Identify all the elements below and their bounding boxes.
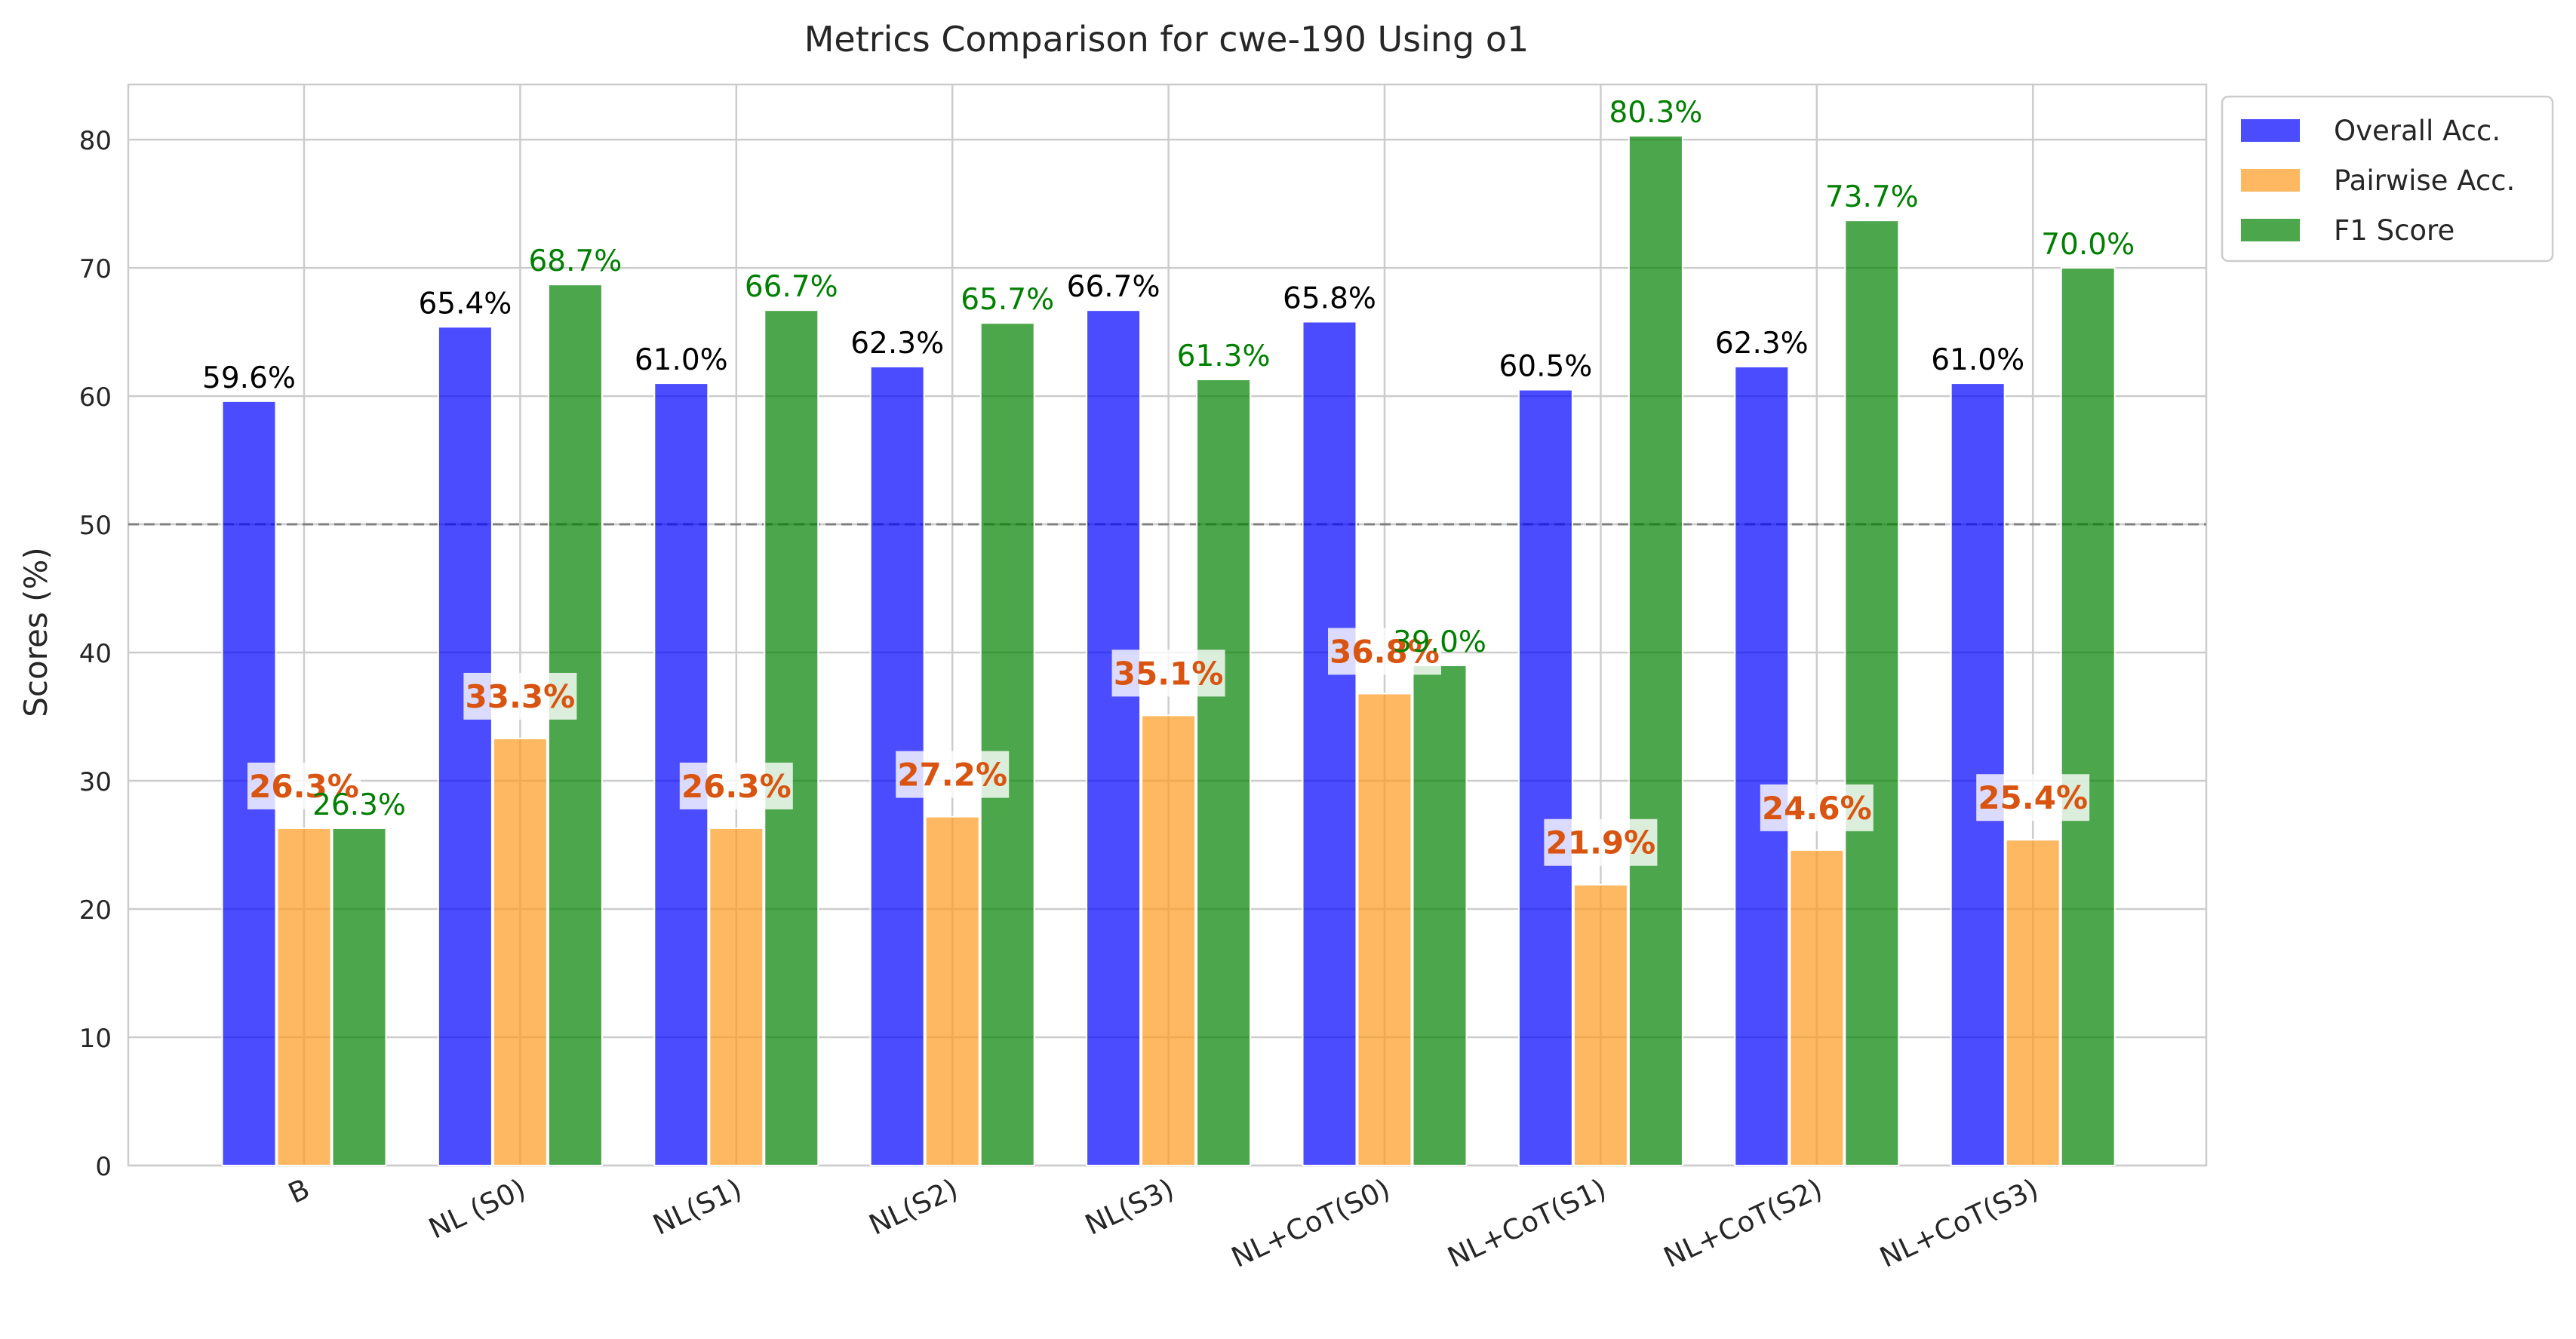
data-label: 68.7% [528, 244, 622, 278]
x-tick-label: NL (S0) [424, 1172, 530, 1245]
bar-overall-acc [437, 326, 493, 1166]
data-label-box [247, 762, 361, 809]
data-label-box [1976, 774, 2090, 822]
data-label: 24.6% [1762, 790, 1872, 827]
bar-f1-score [764, 309, 819, 1167]
bar-f1-score [547, 284, 603, 1166]
data-label-box [1111, 650, 1225, 697]
y-tick-label: 10 [79, 1024, 112, 1054]
data-label-box [896, 751, 1010, 798]
bar-overall-acc [1086, 309, 1142, 1167]
data-label-box [1760, 784, 1874, 831]
bar-pairwise-acc [1789, 849, 1845, 1167]
data-label: 66.7% [1067, 270, 1160, 304]
bar-pairwise-acc [1572, 883, 1628, 1166]
data-label: 26.3% [681, 768, 792, 805]
y-tick-label: 50 [79, 511, 112, 541]
legend-swatch [2241, 169, 2300, 192]
x-tick-label: NL(S3) [1081, 1172, 1179, 1241]
bar-f1-score [2060, 267, 2116, 1167]
data-label-box [1544, 818, 1658, 866]
y-tick-label: 80 [79, 126, 112, 156]
data-label-box [463, 672, 577, 720]
data-label-box [1328, 628, 1441, 675]
data-label: 60.5% [1499, 350, 1592, 384]
bar-f1-score [979, 322, 1035, 1166]
data-label: 65.7% [961, 283, 1054, 317]
bar-pairwise-acc [1141, 714, 1197, 1166]
x-tick-label: B [284, 1172, 315, 1210]
data-label: 65.4% [418, 287, 512, 321]
data-label: 65.8% [1283, 281, 1376, 315]
y-tick-label: 0 [95, 1152, 112, 1182]
data-label: 33.3% [466, 678, 576, 715]
x-tick-label: NL+CoT(S2) [1658, 1172, 1827, 1274]
bar-f1-score [1196, 378, 1252, 1167]
plot-area: 0 10 20 30 40 50 60 70 80 B NL (S0) NL(S1) NL(S2) NL(… [79, 83, 2208, 1274]
y-tick-label: 20 [79, 895, 112, 926]
data-label: 26.3% [312, 788, 406, 822]
y-axis-label: Scores (%) [17, 547, 54, 717]
legend-swatch [2241, 119, 2300, 142]
data-label-box [679, 762, 793, 809]
bar-pairwise-acc [1357, 693, 1412, 1166]
legend-label: Pairwise Acc. [2334, 164, 2515, 197]
data-label: 62.3% [850, 327, 944, 361]
bar-f1-score [331, 827, 387, 1166]
data-label: 39.0% [1393, 625, 1486, 659]
bar-pairwise-acc [924, 815, 980, 1167]
bar-f1-score [1628, 134, 1683, 1167]
x-tick-label: NL+CoT(S0) [1227, 1172, 1395, 1274]
data-label: 26.3% [249, 768, 359, 805]
bar-overall-acc [1517, 388, 1573, 1166]
data-label: 35.1% [1114, 655, 1224, 692]
y-tick-label: 70 [79, 254, 112, 284]
chart-title: Metrics Comparison for cwe-190 Using o1 [804, 19, 1529, 60]
data-label: 62.3% [1715, 327, 1809, 361]
bar-overall-acc [1302, 321, 1357, 1167]
data-label: 59.6% [202, 361, 296, 395]
data-label: 25.4% [1978, 779, 2088, 816]
bar-pairwise-acc [2005, 839, 2061, 1166]
data-label: 73.7% [1825, 180, 1919, 214]
bar-pairwise-acc [276, 827, 332, 1166]
data-label: 27.2% [897, 757, 1007, 794]
legend-swatch [2241, 219, 2300, 241]
x-tick-label: NL(S1) [648, 1172, 747, 1241]
data-label: 70.0% [2041, 228, 2135, 262]
x-tick-label: NL+CoT(S3) [1875, 1172, 2043, 1274]
bar-f1-score [1412, 665, 1468, 1166]
x-tick-label: NL(S2) [864, 1172, 963, 1241]
bar-pairwise-acc [709, 827, 764, 1166]
bar-f1-score [1844, 220, 1900, 1167]
legend-label: F1 Score [2334, 214, 2455, 247]
bar-pairwise-acc [492, 737, 548, 1166]
data-label: 80.3% [1609, 96, 1702, 130]
data-label: 36.8% [1329, 633, 1440, 670]
x-tick-label: NL+CoT(S1) [1443, 1172, 1611, 1274]
data-label: 61.3% [1177, 339, 1271, 373]
legend: Overall Acc. Pairwise Acc. F1 Score [2221, 95, 2554, 263]
data-label: 61.0% [1931, 343, 2024, 377]
legend-frame [2221, 95, 2554, 263]
y-tick-label: 60 [79, 382, 112, 413]
data-label: 66.7% [745, 270, 838, 304]
y-tick-label: 40 [79, 639, 112, 669]
data-label: 21.9% [1546, 825, 1656, 861]
y-tick-label: 30 [79, 767, 112, 797]
data-label: 61.0% [635, 343, 728, 377]
legend-label: Overall Acc. [2334, 115, 2501, 147]
bar-overall-acc [1734, 365, 1790, 1167]
